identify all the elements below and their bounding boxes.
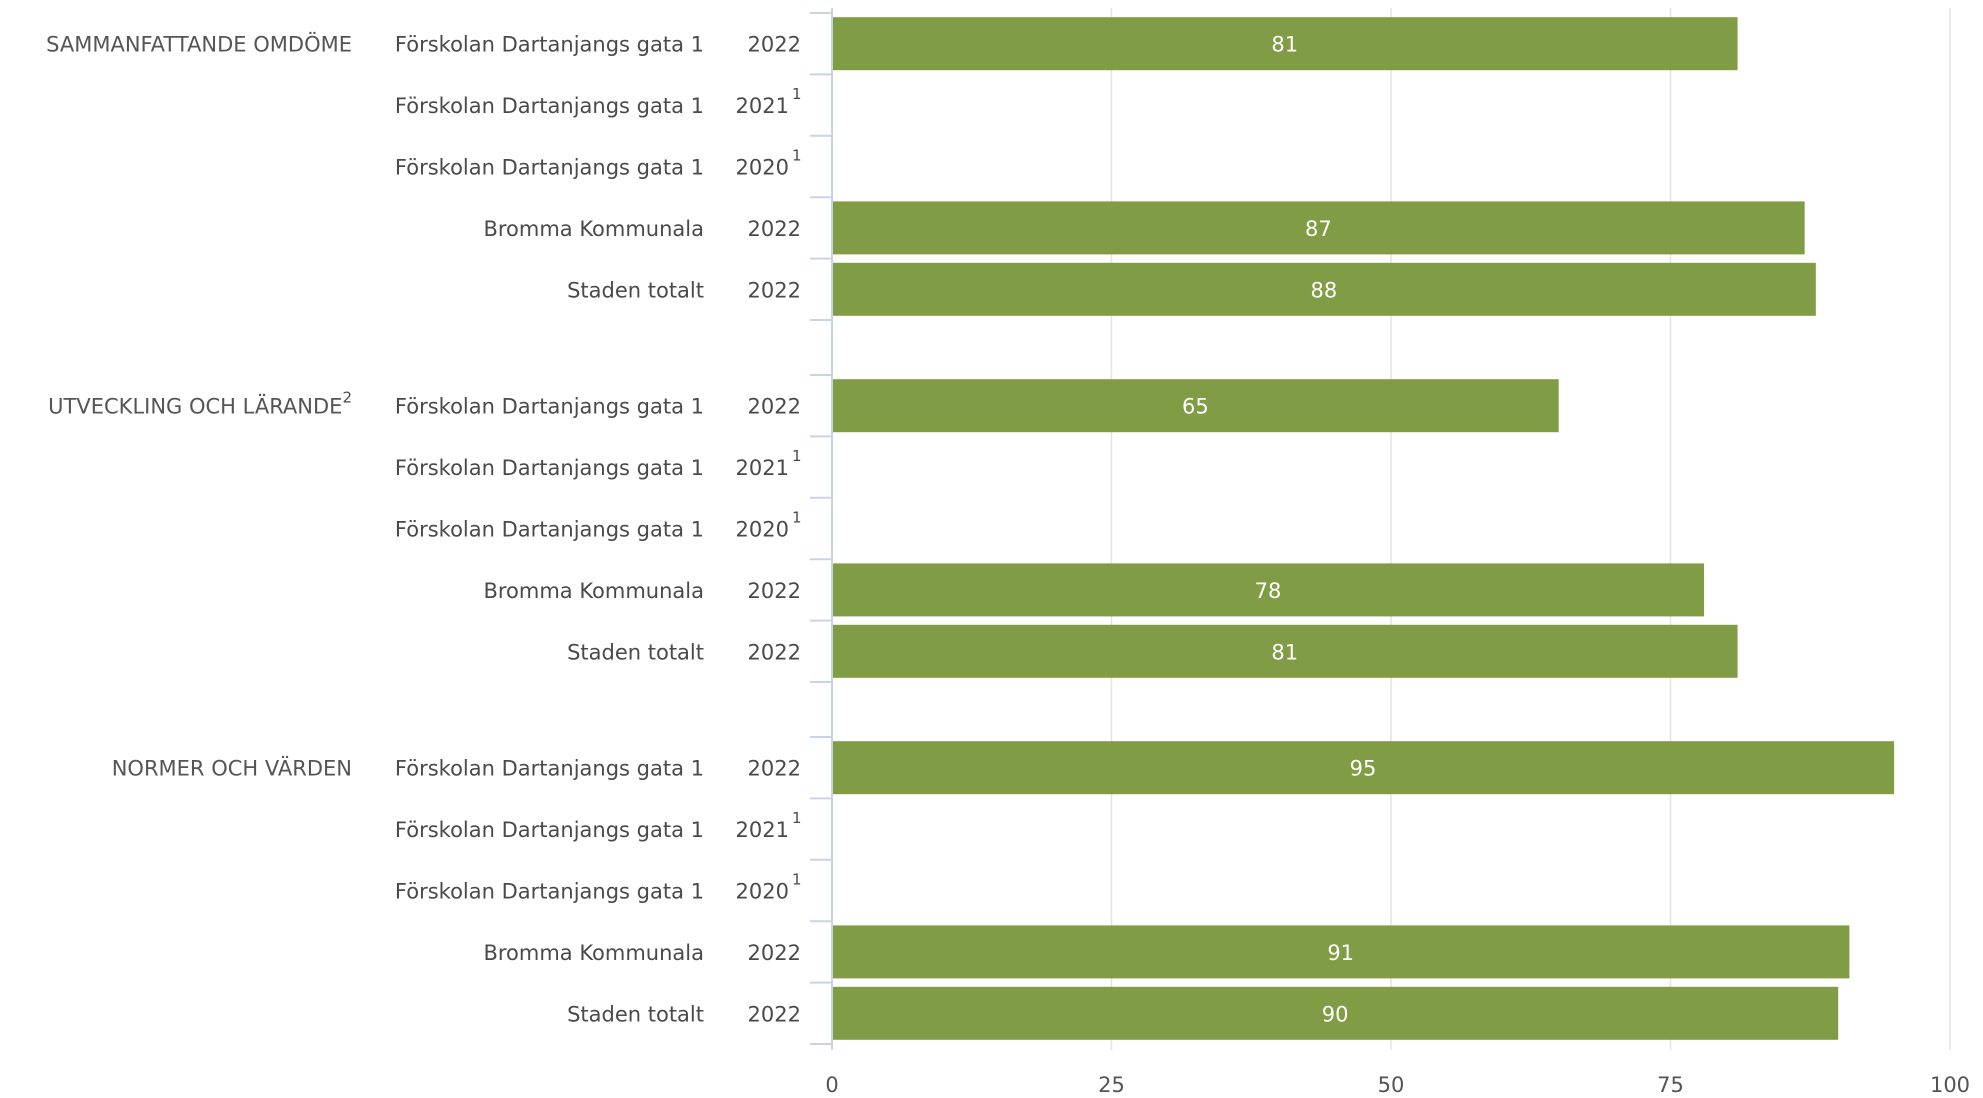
year-label: 2020 [736, 156, 789, 180]
year-footnote-marker: 1 [792, 509, 802, 527]
y-axis [810, 8, 833, 1050]
bar-value-label: 95 [1350, 757, 1377, 781]
year-label: 2022 [748, 278, 801, 302]
bar-value-label: 91 [1327, 941, 1354, 965]
row-label: Staden totalt [567, 1002, 704, 1026]
x-tick-label: 50 [1378, 1073, 1405, 1097]
row-label: Förskolan Dartanjangs gata 1 [395, 818, 704, 842]
group-label: SAMMANFATTANDE OMDÖME [46, 32, 352, 57]
bar [832, 201, 1805, 255]
bar [832, 563, 1705, 617]
bar-value-label: 81 [1271, 640, 1298, 664]
year-footnote-marker: 1 [792, 809, 802, 827]
year-label: 2021 [736, 456, 789, 480]
bar-value-label: 88 [1311, 278, 1338, 302]
bar [832, 741, 1895, 795]
row-label: Förskolan Dartanjangs gata 1 [395, 94, 704, 118]
year-label: 2022 [748, 757, 801, 781]
row-label: Staden totalt [567, 640, 704, 664]
row-label: Staden totalt [567, 278, 704, 302]
row-label: Förskolan Dartanjangs gata 1 [395, 880, 704, 904]
x-tick-label: 75 [1657, 1073, 1684, 1097]
bar [832, 262, 1816, 316]
year-label: 2022 [748, 941, 801, 965]
year-label: 2021 [736, 818, 789, 842]
year-label: 2022 [748, 1002, 801, 1026]
year-label: 2020 [736, 518, 789, 542]
year-label: 2020 [736, 880, 789, 904]
row-label: Förskolan Dartanjangs gata 1 [395, 456, 704, 480]
x-axis-ticks: 0 25 50 75 100 [825, 1073, 1970, 1097]
year-footnote-marker: 1 [792, 147, 802, 165]
year-footnote-marker: 1 [792, 447, 802, 465]
group-label: NORMER OCH VÄRDEN [112, 756, 352, 781]
row-label: Bromma Kommunala [483, 941, 704, 965]
year-footnote-marker: 1 [792, 85, 802, 103]
year-footnote-marker: 1 [792, 871, 802, 889]
year-label: 2022 [748, 640, 801, 664]
bar [832, 17, 1738, 71]
year-label: 2022 [748, 579, 801, 603]
bar-value-label: 90 [1322, 1002, 1349, 1026]
group-label-superscript: 2 [342, 389, 352, 407]
x-tick-label: 25 [1098, 1073, 1125, 1097]
bar-value-label: 87 [1305, 217, 1332, 241]
bar [832, 986, 1839, 1040]
bar-value-label: 78 [1255, 579, 1282, 603]
year-label: 2022 [748, 217, 801, 241]
bar-value-label: 65 [1182, 395, 1209, 419]
row-label: Förskolan Dartanjangs gata 1 [395, 395, 704, 419]
x-tick-label: 100 [1930, 1073, 1970, 1097]
bar-value-label: 81 [1271, 33, 1298, 57]
group-label: UTVECKLING OCH LÄRANDE2 [48, 389, 352, 419]
row-label: Förskolan Dartanjangs gata 1 [395, 33, 704, 57]
row-label: Förskolan Dartanjangs gata 1 [395, 156, 704, 180]
bars: 81 87 88 65 78 81 95 91 90 [832, 17, 1895, 1040]
row-labels: SAMMANFATTANDE OMDÖME Förskolan Dartanjan… [46, 32, 801, 1027]
row-label: Bromma Kommunala [483, 217, 704, 241]
year-label: 2021 [736, 94, 789, 118]
bar [832, 624, 1738, 678]
year-label: 2022 [748, 33, 801, 57]
row-label: Förskolan Dartanjangs gata 1 [395, 518, 704, 542]
row-label: Förskolan Dartanjangs gata 1 [395, 757, 704, 781]
year-label: 2022 [748, 395, 801, 419]
row-label: Bromma Kommunala [483, 579, 704, 603]
bar [832, 379, 1559, 433]
x-tick-label: 0 [825, 1073, 838, 1097]
bar [832, 925, 1850, 979]
gridlines [1110, 8, 1951, 1050]
